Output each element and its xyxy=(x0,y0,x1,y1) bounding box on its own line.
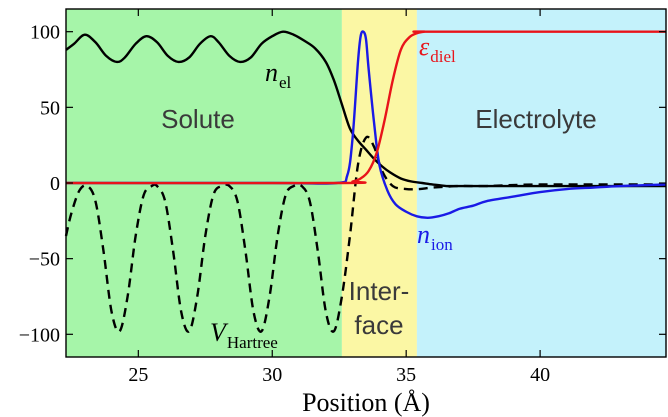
region-label-0: Solute xyxy=(161,104,235,134)
region-label-1-line2: face xyxy=(354,310,403,340)
series-2-line xyxy=(66,30,667,219)
y-tick-label-2: 0 xyxy=(50,173,60,195)
series-1-label: VHartree xyxy=(210,318,278,352)
series-0-label: nel xyxy=(265,58,292,92)
series-3-label-sub: diel xyxy=(430,47,456,66)
series-0-line xyxy=(65,30,666,188)
series-2-label-main: n xyxy=(417,220,430,249)
y-tick-label-0: 100 xyxy=(30,22,60,44)
region-label-1: Inter- xyxy=(349,276,410,306)
series-3-label: εdiel xyxy=(419,32,456,66)
y-tick-label-4: −100 xyxy=(19,324,60,346)
series-2-label: nion xyxy=(417,220,453,254)
region-2-background xyxy=(416,9,666,357)
series-1-label-main: V xyxy=(210,318,229,347)
series-2-label-sub: ion xyxy=(431,235,453,254)
series-1-line xyxy=(64,135,667,333)
x-tick-label-2: 35 xyxy=(396,364,416,386)
series-0-label-sub: el xyxy=(279,73,292,92)
axis-ticks: 25 30 35 40 100 50 0 −50 −100 xyxy=(19,9,666,386)
x-tick-label-1: 30 xyxy=(262,364,282,386)
series-3-line xyxy=(65,30,666,185)
x-tick-label-0: 25 xyxy=(128,364,148,386)
y-tick-label-3: −50 xyxy=(29,249,60,271)
series-0-label-main: n xyxy=(265,58,278,87)
y-tick-label-1: 50 xyxy=(40,97,60,119)
series-3-label-main: ε xyxy=(419,32,430,61)
series-1-label-sub: Hartree xyxy=(227,333,278,352)
series-lines xyxy=(64,30,667,333)
region-label-2: Electrolyte xyxy=(475,104,596,134)
region-labels: Solute Inter-face Electrolyte xyxy=(161,104,597,340)
x-tick-label-3: 40 xyxy=(530,364,550,386)
x-axis-title: Position (Å) xyxy=(302,388,430,417)
